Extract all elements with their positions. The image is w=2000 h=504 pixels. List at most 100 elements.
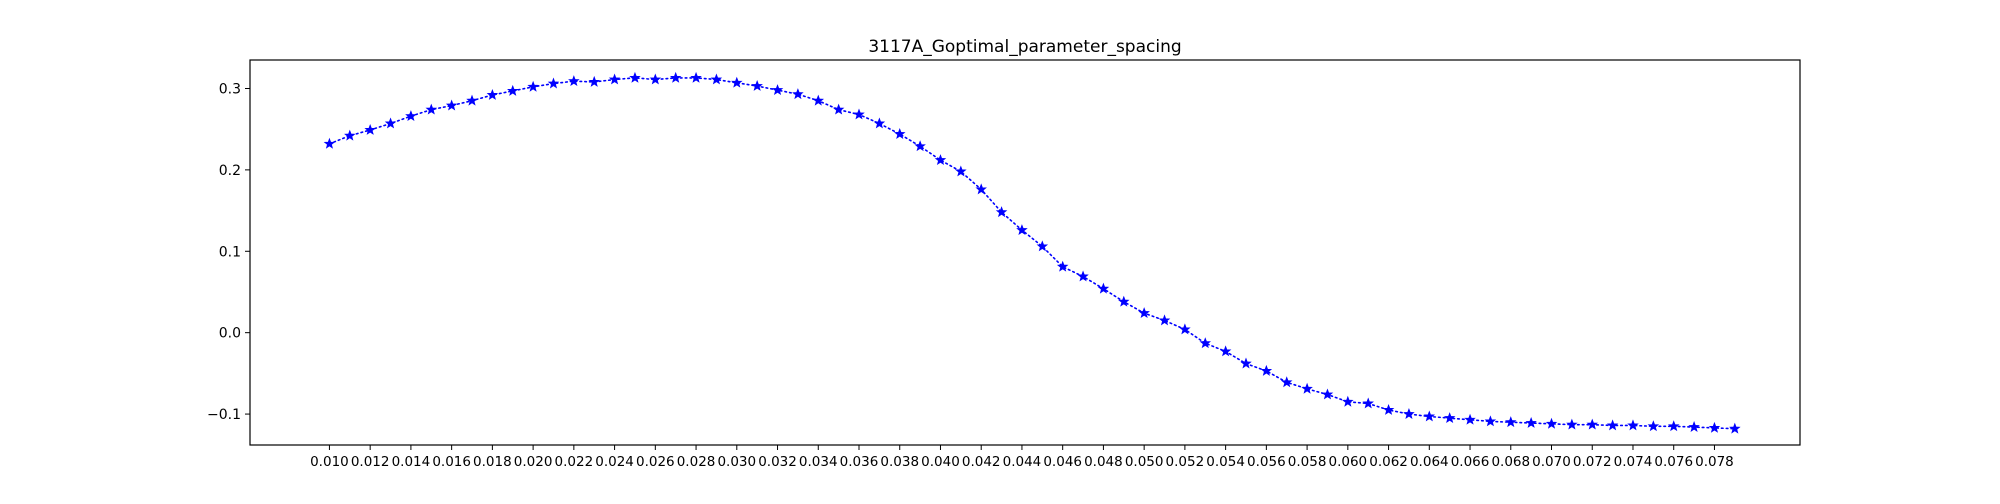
x-tick-label: 0.056 xyxy=(1247,454,1286,470)
x-tick-label: 0.048 xyxy=(1084,454,1123,470)
x-tick-label: 0.052 xyxy=(1166,454,1205,470)
data-point xyxy=(1056,260,1069,272)
plot-frame xyxy=(249,59,1801,446)
data-point xyxy=(1382,403,1395,415)
data-point xyxy=(1525,416,1537,428)
x-tick-label: 0.070 xyxy=(1532,454,1571,470)
data-point xyxy=(1647,420,1660,432)
x-tick-label: 0.032 xyxy=(758,454,797,470)
x-tick-label: 0.034 xyxy=(799,454,838,470)
data-point xyxy=(649,73,662,85)
data-point xyxy=(1158,314,1171,326)
data-point xyxy=(771,84,784,96)
data-point xyxy=(1097,282,1110,294)
x-tick-label: 0.036 xyxy=(840,454,879,470)
x-tick-label: 0.044 xyxy=(1003,454,1042,470)
x-tick-label: 0.016 xyxy=(432,454,471,470)
series-line xyxy=(328,77,1736,430)
data-point xyxy=(1138,307,1150,319)
x-axis: 0.010 0.012 0.014 0.016 0.018 0.020 0.022 0.024… xyxy=(310,445,1734,470)
x-tick-label: 0.068 xyxy=(1491,454,1530,470)
data-point xyxy=(486,88,499,100)
data-point xyxy=(1199,337,1212,349)
data-point xyxy=(425,103,438,115)
x-tick-label: 0.012 xyxy=(351,454,390,470)
data-point xyxy=(1280,376,1293,388)
data-point xyxy=(1179,323,1191,335)
data-point xyxy=(1321,388,1334,400)
data-point xyxy=(608,73,621,85)
data-point xyxy=(1566,418,1578,430)
x-tick-label: 0.074 xyxy=(1614,454,1653,470)
data-point xyxy=(344,129,356,141)
data-point xyxy=(1606,419,1619,431)
y-tick-label: −0.1 xyxy=(207,407,241,423)
data-point xyxy=(1362,397,1374,409)
x-tick-label: 0.064 xyxy=(1410,454,1449,470)
x-tick-label: 0.028 xyxy=(677,454,716,470)
data-point xyxy=(1036,240,1049,252)
x-tick-label: 0.062 xyxy=(1369,454,1408,470)
data-point xyxy=(629,71,641,83)
chart-title: 3117A_Goptimal_parameter_spacing xyxy=(868,37,1181,57)
x-tick-label: 0.038 xyxy=(880,454,919,470)
data-point xyxy=(466,94,478,106)
data-point xyxy=(445,99,458,111)
data-point xyxy=(1301,382,1313,394)
plot-content xyxy=(323,71,1741,434)
x-tick-label: 0.026 xyxy=(636,454,675,470)
data-point xyxy=(1443,412,1456,424)
data-point xyxy=(1627,419,1639,431)
data-point xyxy=(323,137,336,149)
y-tick-label: 0.3 xyxy=(219,81,241,97)
data-point xyxy=(506,84,519,96)
y-tick-label: 0.2 xyxy=(219,163,241,179)
data-point xyxy=(1219,345,1232,357)
data-point xyxy=(568,75,580,87)
data-point xyxy=(873,117,886,129)
data-point xyxy=(792,88,804,100)
x-tick-label: 0.046 xyxy=(1043,454,1082,470)
data-point xyxy=(588,75,600,87)
data-point xyxy=(1708,421,1721,433)
data-point xyxy=(1016,224,1028,236)
data-point xyxy=(995,206,1008,218)
x-tick-label: 0.078 xyxy=(1695,454,1734,470)
data-point xyxy=(853,108,865,120)
data-point xyxy=(1586,418,1598,430)
data-point xyxy=(751,79,763,91)
data-point xyxy=(1403,408,1415,419)
data-point xyxy=(1484,415,1497,427)
data-point xyxy=(1240,357,1252,369)
data-point xyxy=(1505,416,1517,428)
x-tick-label: 0.058 xyxy=(1288,454,1327,470)
data-point xyxy=(832,103,845,115)
data-point xyxy=(1729,422,1741,434)
data-point xyxy=(731,76,743,88)
data-point xyxy=(669,71,682,83)
data-point xyxy=(812,94,825,106)
data-point xyxy=(1423,410,1436,422)
x-tick-label: 0.054 xyxy=(1206,454,1245,470)
x-tick-label: 0.072 xyxy=(1573,454,1612,470)
y-axis: −0.1 0.0 0.1 0.2 0.3 xyxy=(207,81,250,423)
data-point xyxy=(914,140,926,152)
x-tick-label: 0.014 xyxy=(392,454,431,470)
x-tick-label: 0.042 xyxy=(962,454,1001,470)
data-point xyxy=(1118,295,1130,307)
data-point xyxy=(710,73,723,85)
data-point xyxy=(690,71,702,83)
data-point xyxy=(893,128,906,139)
data-point xyxy=(1545,417,1558,429)
data-point xyxy=(934,154,947,166)
data-point xyxy=(384,117,397,129)
data-point xyxy=(1260,364,1273,376)
x-tick-label: 0.020 xyxy=(514,454,553,470)
x-tick-label: 0.018 xyxy=(473,454,512,470)
x-tick-label: 0.050 xyxy=(1125,454,1164,470)
y-tick-label: 0.1 xyxy=(219,244,241,260)
x-tick-label: 0.040 xyxy=(921,454,960,470)
x-tick-label: 0.066 xyxy=(1451,454,1490,470)
